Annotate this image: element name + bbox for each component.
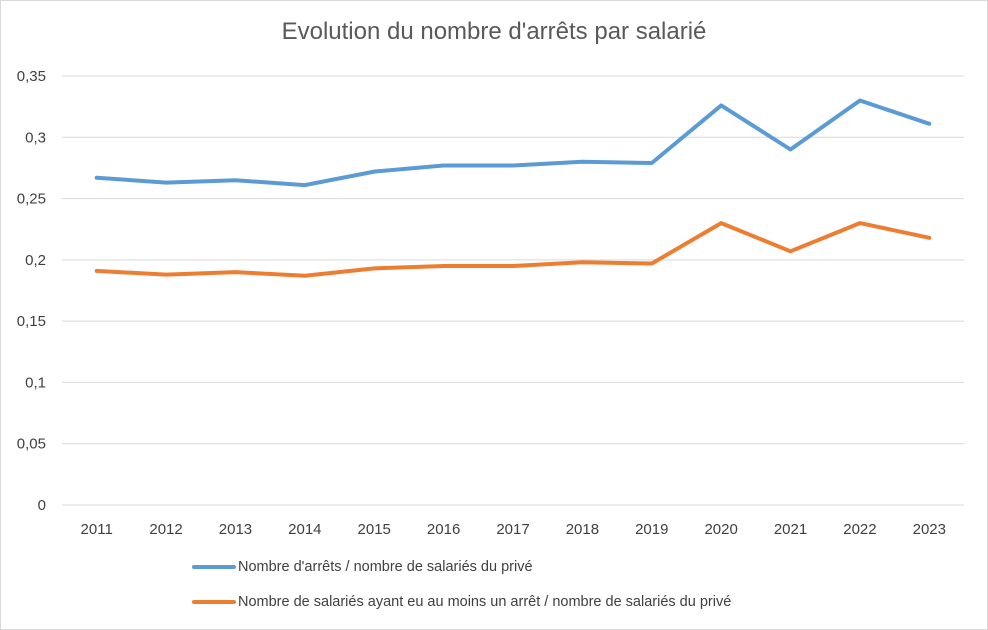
x-tick-label: 2021 [774, 521, 807, 538]
x-tick-label: 2022 [843, 521, 876, 538]
gridlines [62, 75, 964, 506]
y-tick-label: 0,2 [25, 252, 46, 269]
x-tick-label: 2017 [496, 521, 529, 538]
x-tick-label: 2018 [566, 521, 599, 538]
y-tick-label: 0,35 [17, 68, 46, 85]
y-tick-label: 0,05 [17, 436, 46, 453]
x-tick-label: 2011 [81, 521, 113, 538]
series-lines [94, 98, 932, 278]
series-line-2 [94, 221, 932, 278]
chart-title: Evolution du nombre d'arrêts par salarié [281, 18, 707, 45]
series-line-1 [94, 98, 932, 188]
y-tick-label: 0,25 [17, 191, 46, 208]
legend-item-series-1: Nombre d'arrêts / nombre de salariés du … [192, 559, 533, 575]
legend-item-series-2: Nombre de salariés ayant eu au moins un … [192, 594, 731, 610]
y-tick-label: 0,1 [25, 374, 46, 391]
y-tick-label: 0,3 [25, 129, 46, 146]
x-tick-label: 2013 [219, 521, 252, 538]
x-tick-label: 2016 [427, 521, 460, 538]
y-tick-label: 0,15 [17, 313, 46, 330]
x-tick-label: 2019 [635, 521, 668, 538]
x-tick-label: 2014 [288, 521, 321, 538]
legend-label-series-2: Nombre de salariés ayant eu au moins un … [238, 594, 732, 610]
y-tick-label: 0 [38, 497, 46, 514]
y-axis-tick-labels: 0 0,05 0,1 0,15 0,2 0,25 0,3 0,35 [17, 68, 46, 514]
x-tick-label: 2012 [149, 521, 182, 538]
x-tick-label: 2020 [704, 521, 737, 538]
x-tick-label: 2023 [913, 521, 946, 538]
x-tick-label: 2015 [358, 521, 391, 538]
legend-swatch-series-2 [192, 600, 236, 604]
legend-label-series-1: Nombre d'arrêts / nombre de salariés du … [238, 559, 533, 575]
x-axis-tick-labels: 2011 2012 2013 2014 2015 2016 2017 2018 2019 2020… [81, 521, 946, 538]
legend-swatch-series-1 [192, 565, 236, 569]
